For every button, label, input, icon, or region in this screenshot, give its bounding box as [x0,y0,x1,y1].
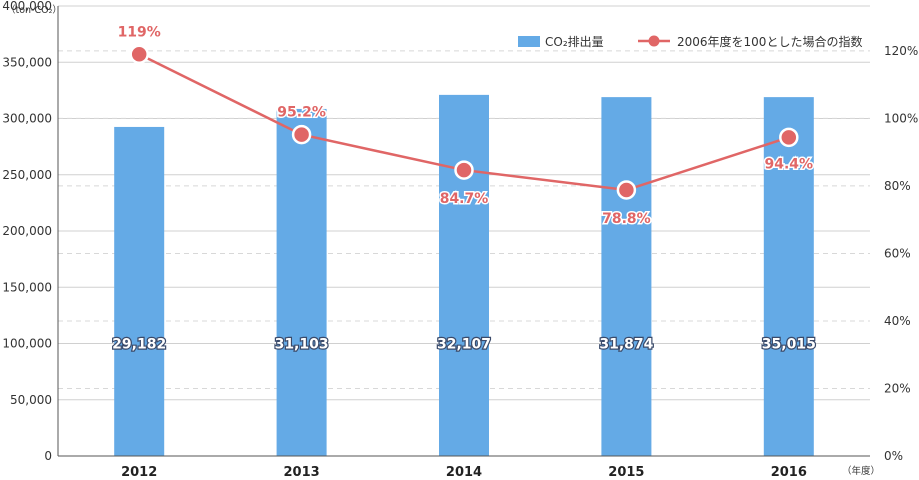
x-tick-label: 2016 [771,465,807,480]
y-axis-unit-label: （ton-CO₂） [6,4,62,16]
y2-tick-label: 40% [884,314,911,328]
line-series [129,44,799,200]
legend-line-marker [648,35,660,47]
x-tick-label: 2013 [284,465,320,480]
y2-tick-label: 60% [884,246,911,260]
bar-value-label: 31,103 [275,337,329,353]
y2-tick-label: 80% [884,179,911,193]
x-tick-label: 2014 [446,465,482,480]
line-point [616,180,637,200]
bar-series [114,94,814,456]
line-point [291,124,312,145]
bar [601,97,652,456]
legend-bar-swatch [518,36,540,47]
y2-tick-label: 20% [884,381,911,395]
line-value-label: 78.8% [602,211,651,227]
y-tick-label: 0 [44,449,52,463]
y-tick-label: 150,000 [2,280,52,294]
x-tick-label: 2012 [121,465,157,480]
line-value-label: 94.4% [765,156,814,172]
bar [276,108,327,456]
y2-tick-label: 100% [884,111,918,125]
y-tick-label: 100,000 [2,337,52,351]
x-axis-unit-label: （年度） [842,465,880,477]
legend-bar-label: CO₂排出量 [545,35,604,49]
bar-value-label: 32,107 [437,337,491,353]
y-tick-label: 350,000 [2,55,52,69]
line-point [454,160,474,180]
legend-line-label: 2006年度を100とした場合の指数 [677,34,862,49]
y-tick-label: 200,000 [2,224,52,238]
y2-tick-label: 0% [884,449,903,463]
bar [114,126,165,456]
bar [439,94,489,456]
line-point [779,127,799,148]
data-labels: 29,182 31,103 32,107 31,874 35,015 119% 95.2% 8… [111,23,817,354]
x-tick-label: 2015 [608,465,644,480]
bar-value-label: 35,015 [762,337,816,353]
y-tick-label: 50,000 [10,393,52,407]
bar [763,97,814,456]
legend: CO₂排出量 2006年度を100とした場合の指数 [518,34,862,49]
line-value-label: 95.2% [277,105,326,121]
y-tick-label: 300,000 [2,112,52,126]
y2-tick-label: 120% [884,44,918,58]
y-tick-label: 250,000 [2,168,52,182]
y-tick-label: 400,000 [2,0,52,13]
bar-value-label: 31,874 [599,337,653,353]
bar-value-label: 29,182 [112,337,166,353]
line-value-label: 119% [118,24,161,40]
line-point [129,44,149,65]
line-value-label: 84.7% [440,191,489,207]
